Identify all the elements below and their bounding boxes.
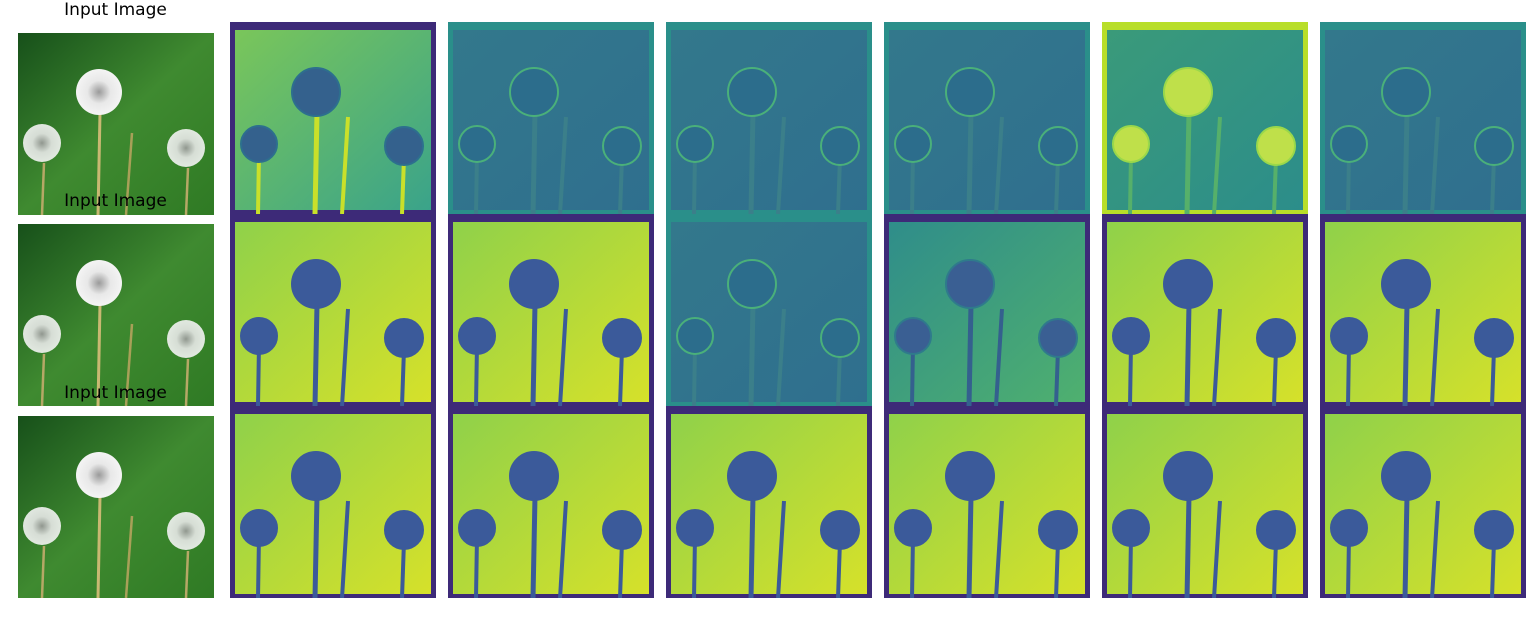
input-image-row-3 [18,416,214,598]
feature-map-r2-c3 [666,214,872,406]
dandelion-photo [18,224,214,406]
feature-map-r2-c4 [884,214,1090,406]
feature-map-r2-c6 [1320,214,1526,406]
dandelion-photo [18,33,214,215]
input-image-row-1 [18,33,214,215]
feature-map-r3-c4 [884,406,1090,598]
feature-map-r1-c2 [448,22,654,214]
feature-map-r1-c6 [1320,22,1526,214]
row-2-title: Input Image [64,191,167,211]
feature-map-r1-c1 [230,22,436,214]
feature-map-r2-c2 [448,214,654,406]
row-3-title: Input Image [64,383,167,403]
feature-map-r3-c2 [448,406,654,598]
feature-map-r2-c1 [230,214,436,406]
feature-map-r1-c5 [1102,22,1308,214]
feature-map-r2-c5 [1102,214,1308,406]
dandelion-photo [18,416,214,598]
feature-map-r1-c3 [666,22,872,214]
feature-map-r3-c6 [1320,406,1526,598]
feature-map-r3-c3 [666,406,872,598]
feature-map-r1-c4 [884,22,1090,214]
feature-map-r3-c5 [1102,406,1308,598]
feature-map-r3-c1 [230,406,436,598]
row-1-title: Input Image [64,0,167,20]
input-image-row-2 [18,224,214,406]
